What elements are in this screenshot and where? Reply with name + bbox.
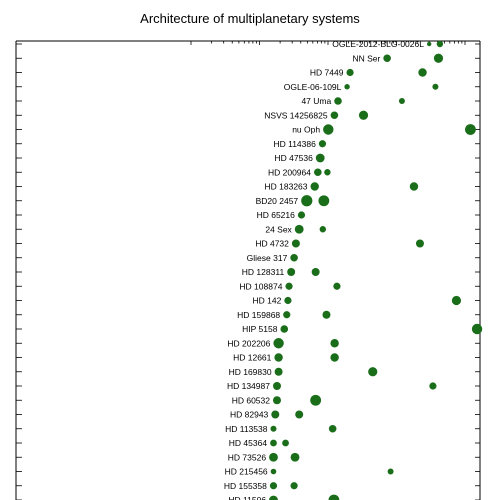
planet-point (314, 168, 322, 177)
planet-point (270, 425, 277, 432)
planet-point (346, 68, 354, 77)
planet-point (318, 140, 327, 148)
system-label: 47 Uma (301, 96, 331, 106)
planet-point (358, 110, 369, 120)
system-label: HIP 5158 (242, 324, 278, 334)
system-label: HD 65216 (257, 210, 296, 220)
planet-point (471, 323, 483, 335)
planet-point (318, 195, 330, 207)
system-label: HD 113538 (225, 424, 268, 434)
system-label: HD 11506 (228, 495, 266, 500)
planet-point (368, 367, 378, 377)
system-label: NN Ser (352, 53, 380, 63)
system-label: HD 215456 (225, 467, 268, 477)
planet-point (310, 394, 322, 406)
planet-point (272, 382, 281, 390)
planet-point (269, 495, 278, 500)
system-label: HD 12661 (233, 353, 272, 363)
system-label: Gliese 317 (247, 253, 288, 263)
planet-point (274, 367, 283, 376)
planet-point (415, 239, 424, 248)
planet-point (324, 169, 331, 176)
planet-point (271, 410, 280, 419)
planet-point (426, 41, 432, 47)
planet-point (429, 382, 437, 390)
planet-point (290, 482, 298, 490)
planet-point (330, 111, 339, 120)
planet-point (269, 482, 278, 490)
planet-point (290, 253, 298, 262)
system-label: HD 73526 (228, 452, 267, 462)
planet-point (270, 468, 277, 475)
system-label: OGLE-06-109L (284, 82, 342, 92)
system-label: nu Oph (292, 125, 320, 135)
planet-point (283, 311, 291, 319)
system-label: HD 134987 (227, 381, 270, 391)
system-label: HD 183263 (265, 182, 308, 192)
planet-point (297, 211, 306, 219)
planet-point (436, 40, 444, 48)
planet-point (322, 310, 331, 319)
planet-point (387, 468, 394, 475)
system-label: HD 47536 (275, 153, 314, 163)
system-label: HD 60532 (232, 395, 271, 405)
system-label: HD 82943 (230, 410, 269, 420)
system-label: NSVS 14256825 (264, 110, 328, 120)
planet-point (328, 494, 340, 500)
planet-point (330, 353, 339, 362)
planet-point (409, 182, 419, 191)
planet-point (465, 124, 476, 135)
planet-point (273, 338, 284, 349)
planet-point (291, 239, 300, 248)
planet-point (269, 452, 278, 462)
system-label: HD 45364 (229, 438, 268, 448)
planet-point (319, 226, 327, 233)
planet-point (344, 84, 350, 90)
system-label: HD 155358 (224, 481, 267, 491)
system-label: HD 108874 (239, 281, 282, 291)
system-label: HD 200964 (268, 167, 311, 177)
planet-point (323, 124, 334, 135)
planet-point (285, 282, 293, 290)
system-label: HD 7449 (310, 68, 344, 78)
planet-point (330, 339, 339, 348)
planet-point (272, 396, 281, 405)
planet-point (398, 98, 405, 104)
planet-point (334, 97, 342, 105)
planet-point (315, 153, 325, 163)
system-label: BD20 2457 (256, 196, 299, 206)
system-label: HD 169830 (229, 367, 272, 377)
planet-point (290, 452, 300, 462)
planet-point (274, 353, 283, 362)
planet-point (383, 54, 391, 63)
system-label: HD 128311 (242, 267, 285, 277)
system-label: OGLE-2012-BLG-0026L (332, 39, 424, 49)
planet-point (282, 439, 289, 447)
planet-point (295, 410, 304, 419)
planet-point (432, 83, 439, 90)
planet-point (451, 295, 462, 306)
system-label: 24 Sex (265, 224, 292, 234)
planet-point (270, 439, 277, 447)
chart-title: Architecture of multiplanetary systems (140, 11, 360, 26)
planet-point (433, 53, 444, 63)
system-label: HD 114386 (273, 139, 316, 149)
planet-point (310, 182, 319, 191)
planet-point (287, 268, 296, 276)
system-label: HD 202206 (227, 338, 270, 348)
planet-point (284, 296, 292, 305)
system-label: HD 142 (252, 296, 281, 306)
system-label: HD 4732 (255, 239, 289, 249)
system-label: HD 159868 (237, 310, 280, 320)
planet-point (294, 224, 304, 234)
planet-point (328, 424, 337, 433)
planet-point (418, 68, 427, 77)
planet-point (333, 282, 341, 290)
planet-point (311, 268, 320, 276)
planet-point (301, 195, 313, 207)
planet-point (280, 325, 289, 333)
